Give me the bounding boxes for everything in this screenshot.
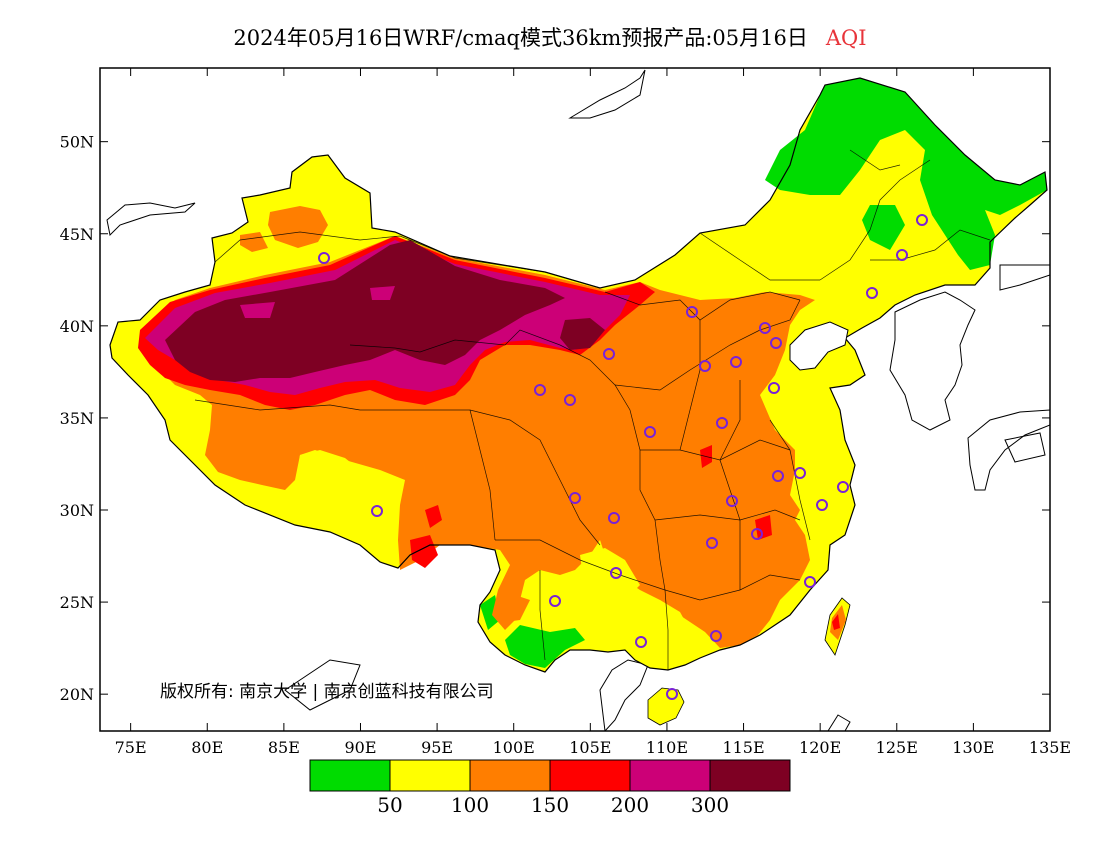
- lat-tick-label: 50N: [60, 133, 94, 152]
- legend-label-50: 50: [377, 793, 402, 817]
- lat-tick-label: 40N: [60, 317, 94, 336]
- aqi-zone-purple-inner: [240, 286, 395, 318]
- lon-tick-label: 110E: [646, 738, 688, 757]
- legend-label-100: 100: [451, 793, 489, 817]
- station-marker: [896, 249, 908, 261]
- lat-tick-label: 35N: [60, 409, 94, 428]
- map-frame: [99, 67, 1051, 732]
- lat-axis: 20N 25N 30N 35N 40N 45N 50N: [60, 133, 1050, 704]
- copyright-text: 版权所有: 南京大学 | 南京创蓝科技有限公司: [160, 682, 494, 702]
- legend-label-300: 300: [691, 793, 729, 817]
- legend-swatch-100-150: [469, 759, 551, 792]
- lon-tick-label: 130E: [952, 738, 994, 757]
- lat-tick-label: 20N: [60, 685, 94, 704]
- lat-tick-label: 25N: [60, 593, 94, 612]
- station-marker: [770, 337, 782, 349]
- station-marker: [916, 214, 928, 226]
- lon-tick-label: 115E: [722, 738, 764, 757]
- lon-tick-label: 105E: [569, 738, 611, 757]
- legend-swatch-150-200: [549, 759, 631, 792]
- station-marker: [699, 360, 711, 372]
- national-border: [109, 77, 1048, 673]
- station-marker: [730, 356, 742, 368]
- station-marker: [759, 322, 771, 334]
- station-marker: [710, 630, 722, 642]
- lon-tick-label: 90E: [344, 738, 376, 757]
- title-text: 2024年05月16日WRF/cmaq模式36km预报产品:05月16日: [233, 26, 808, 50]
- lon-tick-label: 125E: [876, 738, 918, 757]
- lon-tick-label: 100E: [493, 738, 535, 757]
- station-marker: [751, 528, 763, 540]
- lon-tick-label: 135E: [1029, 738, 1071, 757]
- lon-axis: 75E 80E 85E 90E 95E 100E 105E 110E 115E 120E 125E 1…: [115, 68, 1071, 757]
- aqi-zone-maroon: [165, 240, 605, 382]
- station-marker: [569, 492, 581, 504]
- lon-tick-label: 95E: [421, 738, 453, 757]
- station-marker: [666, 688, 678, 700]
- station-marker: [603, 348, 615, 360]
- map-title: 2024年05月16日WRF/cmaq模式36km预报产品:05月16日 AQI: [0, 22, 1100, 52]
- legend-swatch-300-plus: [709, 759, 791, 792]
- station-marker: [608, 512, 620, 524]
- lon-tick-label: 80E: [191, 738, 223, 757]
- station-marker: [371, 505, 383, 517]
- station-marker: [686, 306, 698, 318]
- lat-tick-label: 45N: [60, 225, 94, 244]
- station-marker: [635, 636, 647, 648]
- station-marker: [866, 287, 878, 299]
- station-marker: [804, 576, 816, 588]
- lon-tick-label: 85E: [268, 738, 300, 757]
- station-markers: [318, 214, 928, 700]
- lon-tick-label: 120E: [799, 738, 841, 757]
- station-marker: [772, 470, 784, 482]
- station-marker: [816, 499, 828, 511]
- legend-swatch-200-300: [629, 759, 711, 792]
- aqi-zone-yellow-inner: [295, 450, 690, 650]
- station-marker: [716, 417, 728, 429]
- legend-swatch-50-100: [389, 759, 471, 792]
- legend-label-200: 200: [611, 793, 649, 817]
- lon-tick-label: 75E: [115, 738, 147, 757]
- station-marker: [706, 537, 718, 549]
- legend-swatch-0-50: [309, 759, 391, 792]
- variable-label: AQI: [825, 26, 867, 50]
- legend-label-150: 150: [531, 793, 569, 817]
- coastlines: [106, 69, 1050, 731]
- station-marker: [610, 567, 622, 579]
- station-marker: [768, 382, 780, 394]
- station-marker: [318, 252, 330, 264]
- map-area: [106, 69, 1050, 731]
- station-marker: [726, 495, 738, 507]
- station-marker: [644, 426, 656, 438]
- station-marker: [534, 384, 546, 396]
- bohai-bay: [789, 321, 849, 371]
- station-marker: [794, 467, 806, 479]
- aqi-legend: 50 100 150 200 300: [309, 759, 791, 817]
- station-marker: [549, 595, 561, 607]
- station-marker: [837, 481, 849, 493]
- lat-tick-label: 30N: [60, 501, 94, 520]
- hainan-island: [647, 687, 685, 726]
- station-marker: [564, 394, 576, 406]
